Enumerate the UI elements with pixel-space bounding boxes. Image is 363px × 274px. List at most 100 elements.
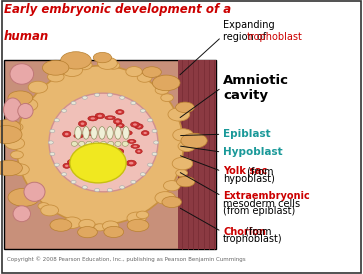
- Ellipse shape: [42, 60, 69, 75]
- Ellipse shape: [115, 141, 121, 146]
- Ellipse shape: [107, 127, 113, 139]
- Ellipse shape: [127, 139, 136, 143]
- Ellipse shape: [86, 141, 92, 146]
- Ellipse shape: [65, 133, 69, 135]
- Text: Hypoblast: Hypoblast: [223, 147, 283, 157]
- Ellipse shape: [116, 162, 126, 166]
- Ellipse shape: [91, 127, 97, 139]
- Ellipse shape: [126, 67, 142, 77]
- Ellipse shape: [50, 152, 55, 156]
- Ellipse shape: [108, 141, 114, 146]
- Ellipse shape: [131, 101, 136, 105]
- Ellipse shape: [116, 123, 124, 128]
- Ellipse shape: [75, 127, 81, 139]
- Ellipse shape: [90, 131, 93, 134]
- Ellipse shape: [48, 141, 53, 144]
- Ellipse shape: [77, 135, 81, 137]
- Ellipse shape: [115, 149, 124, 154]
- Text: Expanding
region of: Expanding region of: [223, 20, 275, 54]
- Ellipse shape: [126, 160, 136, 166]
- Ellipse shape: [127, 219, 149, 232]
- Ellipse shape: [62, 131, 71, 137]
- Ellipse shape: [105, 116, 115, 120]
- Ellipse shape: [61, 52, 91, 69]
- Ellipse shape: [81, 122, 84, 125]
- Text: (from epiblast): (from epiblast): [223, 206, 295, 216]
- Ellipse shape: [71, 101, 76, 105]
- Text: (from: (from: [242, 227, 271, 236]
- Ellipse shape: [70, 161, 75, 163]
- Ellipse shape: [10, 64, 33, 84]
- Ellipse shape: [8, 123, 23, 132]
- Ellipse shape: [65, 165, 68, 167]
- Ellipse shape: [104, 226, 124, 238]
- Ellipse shape: [108, 117, 113, 119]
- Ellipse shape: [63, 217, 81, 229]
- Ellipse shape: [133, 145, 137, 147]
- Ellipse shape: [152, 152, 157, 156]
- Ellipse shape: [102, 162, 111, 166]
- Ellipse shape: [17, 98, 38, 111]
- Ellipse shape: [181, 133, 207, 148]
- Ellipse shape: [95, 189, 100, 192]
- Ellipse shape: [113, 119, 122, 124]
- Ellipse shape: [24, 190, 35, 197]
- Text: Yolk sac: Yolk sac: [223, 166, 268, 176]
- Text: Epiblast: Epiblast: [223, 129, 271, 139]
- Ellipse shape: [11, 164, 29, 175]
- Ellipse shape: [162, 196, 182, 207]
- Text: mesoderm cells: mesoderm cells: [223, 199, 300, 209]
- Ellipse shape: [111, 167, 114, 170]
- Ellipse shape: [0, 160, 23, 176]
- Ellipse shape: [94, 224, 106, 231]
- Ellipse shape: [81, 162, 84, 164]
- Ellipse shape: [5, 137, 25, 149]
- Ellipse shape: [41, 205, 58, 216]
- Ellipse shape: [147, 119, 152, 122]
- Ellipse shape: [140, 173, 146, 176]
- Ellipse shape: [61, 109, 66, 112]
- Text: trophoblast): trophoblast): [223, 234, 283, 244]
- Text: hypoblast): hypoblast): [223, 174, 275, 184]
- Ellipse shape: [93, 52, 111, 63]
- Ellipse shape: [18, 104, 33, 118]
- Ellipse shape: [136, 211, 149, 219]
- Ellipse shape: [0, 125, 22, 144]
- Ellipse shape: [78, 227, 97, 238]
- Ellipse shape: [82, 96, 87, 99]
- Ellipse shape: [118, 111, 122, 113]
- Ellipse shape: [54, 119, 60, 122]
- Ellipse shape: [24, 182, 45, 201]
- Ellipse shape: [108, 166, 117, 172]
- Ellipse shape: [102, 221, 119, 231]
- Ellipse shape: [176, 169, 187, 176]
- Ellipse shape: [176, 102, 194, 113]
- Ellipse shape: [95, 113, 105, 119]
- Ellipse shape: [113, 173, 116, 175]
- Ellipse shape: [142, 67, 161, 78]
- Ellipse shape: [82, 152, 87, 155]
- Text: Amniotic
cavity: Amniotic cavity: [223, 74, 289, 102]
- Ellipse shape: [88, 116, 98, 121]
- Ellipse shape: [78, 141, 85, 146]
- Ellipse shape: [152, 75, 180, 91]
- Ellipse shape: [129, 162, 134, 164]
- Ellipse shape: [131, 122, 139, 127]
- Ellipse shape: [61, 173, 66, 176]
- Ellipse shape: [78, 121, 87, 127]
- Ellipse shape: [87, 164, 91, 166]
- Ellipse shape: [0, 119, 21, 135]
- Ellipse shape: [154, 141, 159, 144]
- Ellipse shape: [82, 186, 87, 189]
- Ellipse shape: [122, 141, 129, 146]
- Ellipse shape: [137, 73, 152, 82]
- Ellipse shape: [137, 150, 140, 152]
- Ellipse shape: [104, 163, 109, 165]
- Ellipse shape: [135, 124, 143, 129]
- Ellipse shape: [176, 176, 195, 187]
- Ellipse shape: [137, 125, 141, 128]
- Ellipse shape: [135, 149, 142, 153]
- Ellipse shape: [72, 141, 78, 146]
- Ellipse shape: [125, 132, 130, 134]
- Ellipse shape: [161, 94, 174, 102]
